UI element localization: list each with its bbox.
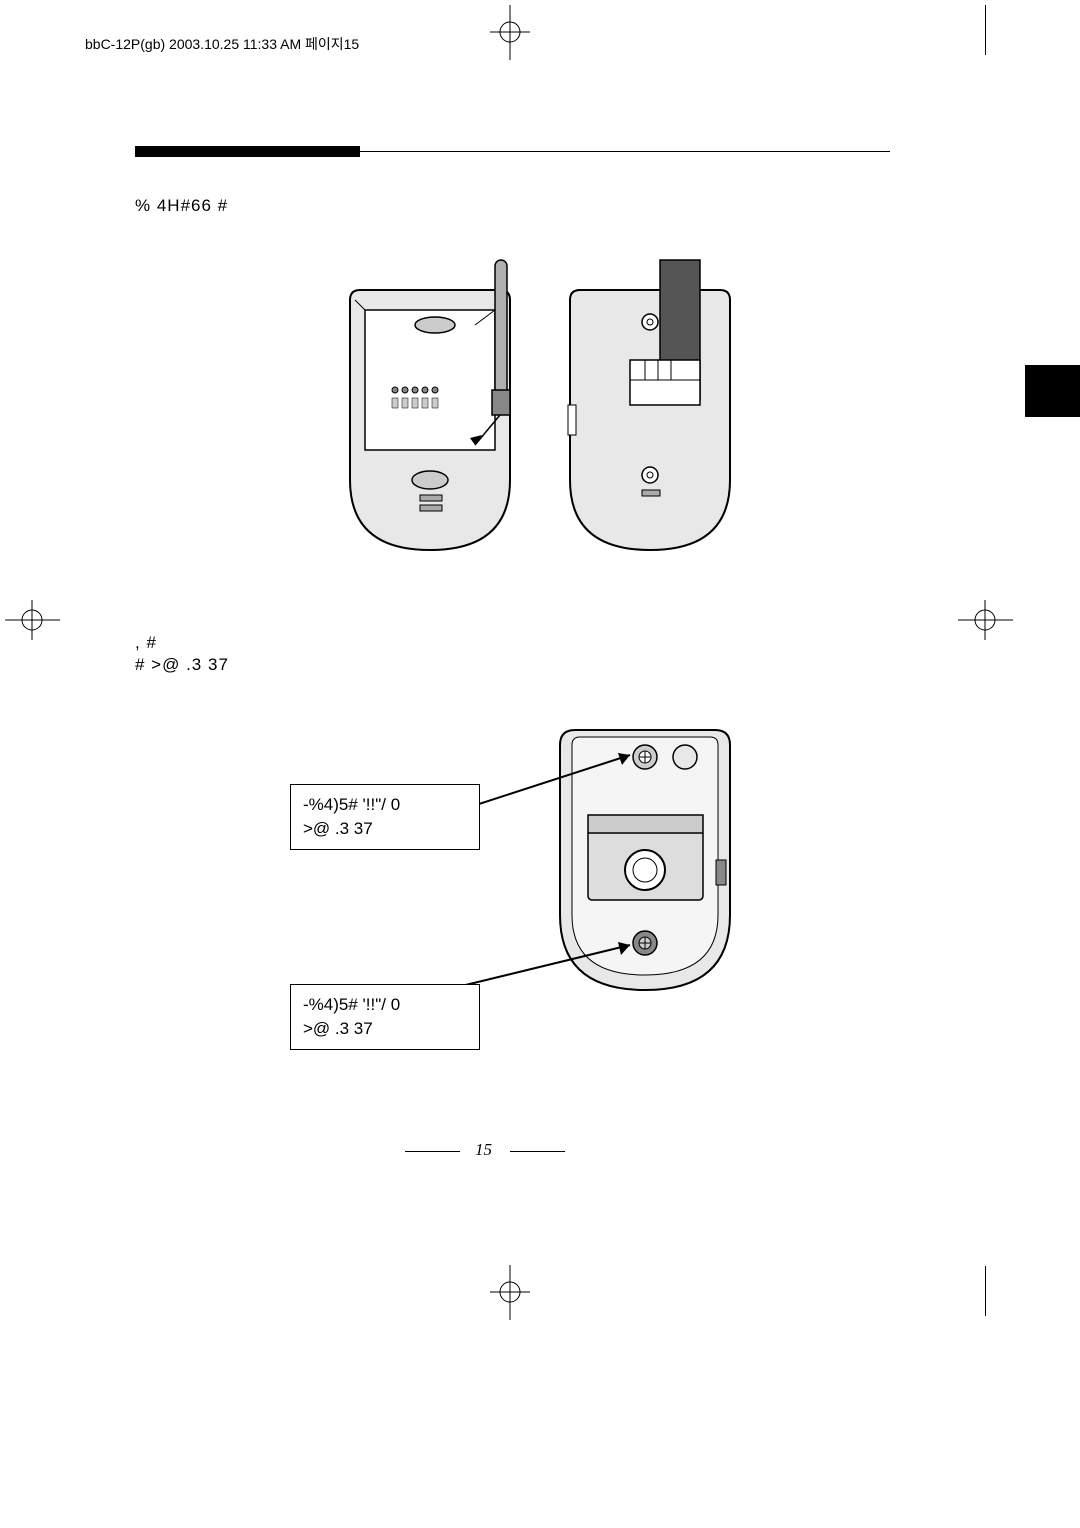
page-num-rule-left: [405, 1151, 460, 1152]
section-bar: [135, 146, 360, 157]
callout-2: -%4)5# '!!"/ 0 >@ .3 37: [290, 984, 480, 1050]
diagram-devices-top: [320, 250, 750, 560]
section2-line1: , #: [135, 633, 157, 653]
header-text: bbC-12P(gb) 2003.10.25 11:33 AM 페이지15: [85, 34, 359, 54]
callout-1-line2: >@ .3 37: [303, 817, 467, 841]
callout-2-line1: -%4)5# '!!"/ 0: [303, 993, 467, 1017]
callout-1-line1: -%4)5# '!!"/ 0: [303, 793, 467, 817]
side-tab: [1025, 365, 1080, 417]
section2-line2: # >@ .3 37: [135, 655, 229, 675]
section1-text: % 4H#66 #: [135, 196, 228, 216]
page-number: 15: [475, 1140, 492, 1160]
callout-1: -%4)5# '!!"/ 0 >@ .3 37: [290, 784, 480, 850]
section-rule: [360, 151, 890, 152]
callout-2-line2: >@ .3 37: [303, 1017, 467, 1041]
diagram-device-bottom: [280, 715, 780, 1005]
page-num-rule-right: [510, 1151, 565, 1152]
